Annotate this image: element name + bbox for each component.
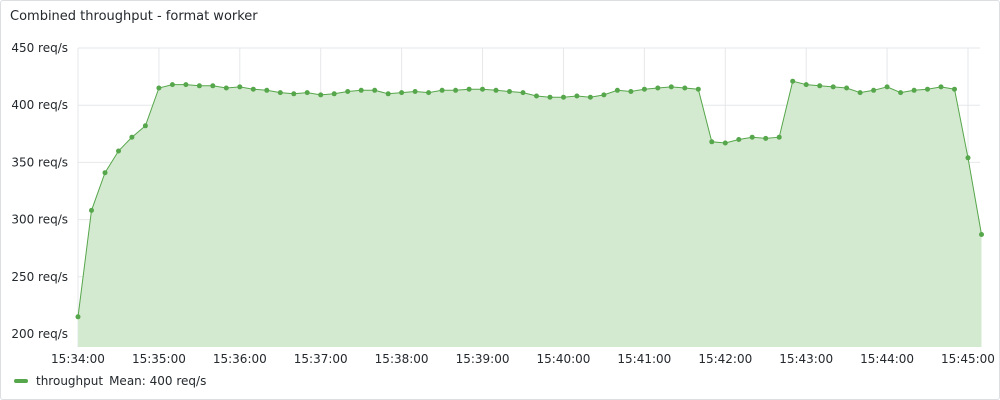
data-point[interactable] — [372, 87, 378, 93]
legend-mean-stat: Mean: 400 req/s — [109, 374, 207, 388]
data-point[interactable] — [507, 89, 512, 94]
data-point[interactable] — [399, 90, 405, 96]
data-point[interactable] — [331, 91, 337, 97]
data-point[interactable] — [466, 86, 472, 92]
x-tick-label: 15:40:00 — [537, 352, 591, 366]
data-point[interactable] — [925, 86, 930, 92]
data-point[interactable] — [426, 90, 432, 96]
data-point[interactable] — [682, 85, 688, 91]
data-point[interactable] — [291, 91, 297, 97]
data-point[interactable] — [116, 148, 121, 154]
data-point[interactable] — [534, 93, 539, 99]
throughput-area-fill — [78, 81, 982, 347]
x-tick-label: 15:41:00 — [617, 352, 671, 366]
x-tick-label: 15:44:00 — [860, 352, 914, 366]
y-tick-label: 450 req/s — [11, 41, 68, 55]
data-point[interactable] — [709, 139, 715, 145]
x-tick-label: 15:42:00 — [698, 352, 752, 366]
data-point[interactable] — [722, 140, 728, 146]
data-point[interactable] — [641, 86, 647, 92]
data-point[interactable] — [196, 83, 202, 89]
data-point[interactable] — [952, 86, 957, 92]
x-tick-label: 15:37:00 — [294, 352, 348, 366]
data-point[interactable] — [574, 93, 580, 99]
data-point[interactable] — [169, 82, 175, 88]
x-tick-label: 15:35:00 — [132, 352, 186, 366]
x-tick-label: 15:45:00 — [941, 352, 995, 366]
data-point[interactable] — [749, 134, 755, 140]
data-point[interactable] — [412, 89, 418, 94]
legend-swatch — [14, 379, 28, 383]
data-point[interactable] — [668, 84, 674, 90]
data-point[interactable] — [587, 94, 593, 100]
data-point[interactable] — [453, 87, 459, 93]
data-point[interactable] — [318, 92, 324, 98]
data-point[interactable] — [156, 85, 162, 91]
x-tick-label: 15:43:00 — [779, 352, 833, 366]
y-tick-label: 400 req/s — [11, 98, 68, 112]
data-point[interactable] — [237, 84, 243, 90]
data-point[interactable] — [520, 90, 526, 96]
data-point[interactable] — [75, 314, 81, 320]
data-point[interactable] — [790, 78, 796, 84]
y-axis: 450 req/s 400 req/s 350 req/s 300 req/s 250 … — [11, 41, 68, 341]
data-point[interactable] — [250, 86, 256, 92]
data-point[interactable] — [614, 87, 620, 93]
y-tick-label: 250 req/s — [11, 270, 68, 284]
y-tick-label: 300 req/s — [11, 213, 68, 227]
data-point[interactable] — [857, 90, 863, 96]
data-point[interactable] — [898, 90, 904, 96]
data-point[interactable] — [264, 87, 270, 93]
data-point[interactable] — [965, 155, 971, 161]
data-point[interactable] — [601, 92, 607, 98]
series-area — [78, 81, 982, 347]
data-point[interactable] — [129, 134, 135, 140]
x-tick-label: 15:39:00 — [456, 352, 510, 366]
x-tick-label: 15:34:00 — [51, 352, 105, 366]
data-point[interactable] — [695, 86, 701, 92]
data-point[interactable] — [884, 84, 890, 90]
data-point[interactable] — [142, 123, 148, 129]
data-point[interactable] — [385, 91, 391, 97]
data-point[interactable] — [102, 170, 108, 176]
data-point[interactable] — [89, 207, 94, 213]
data-point[interactable] — [979, 232, 984, 237]
data-point[interactable] — [655, 85, 661, 91]
data-point[interactable] — [493, 87, 499, 93]
data-point[interactable] — [938, 84, 944, 90]
legend-series-name[interactable]: throughput — [36, 374, 104, 388]
data-point[interactable] — [304, 90, 310, 96]
data-point[interactable] — [911, 87, 917, 93]
data-point[interactable] — [817, 83, 823, 89]
data-point[interactable] — [345, 89, 351, 94]
x-tick-label: 15:36:00 — [213, 352, 267, 366]
data-point[interactable] — [547, 94, 553, 100]
data-point[interactable] — [776, 134, 782, 140]
x-tick-label: 15:38:00 — [375, 352, 429, 366]
y-tick-label: 350 req/s — [11, 155, 68, 169]
data-point[interactable] — [439, 87, 445, 93]
series-points — [75, 78, 984, 320]
data-point[interactable] — [561, 94, 566, 100]
data-point[interactable] — [183, 82, 189, 88]
data-point[interactable] — [210, 83, 216, 89]
data-point[interactable] — [736, 137, 742, 142]
data-point[interactable] — [763, 135, 769, 141]
data-point[interactable] — [830, 84, 836, 90]
data-point[interactable] — [871, 87, 877, 93]
panel-title[interactable]: Combined throughput - format worker — [10, 9, 258, 24]
data-point[interactable] — [277, 90, 283, 96]
data-point[interactable] — [223, 85, 229, 91]
y-tick-label: 200 req/s — [11, 327, 68, 341]
x-axis: 15:34:00 15:35:00 15:36:00 15:37:00 15:38:00… — [51, 352, 995, 366]
data-point[interactable] — [628, 89, 634, 94]
data-point[interactable] — [803, 82, 809, 88]
data-point[interactable] — [480, 86, 485, 92]
legend: throughput Mean: 400 req/s — [14, 374, 206, 388]
data-point[interactable] — [844, 85, 850, 91]
data-point[interactable] — [358, 87, 364, 93]
